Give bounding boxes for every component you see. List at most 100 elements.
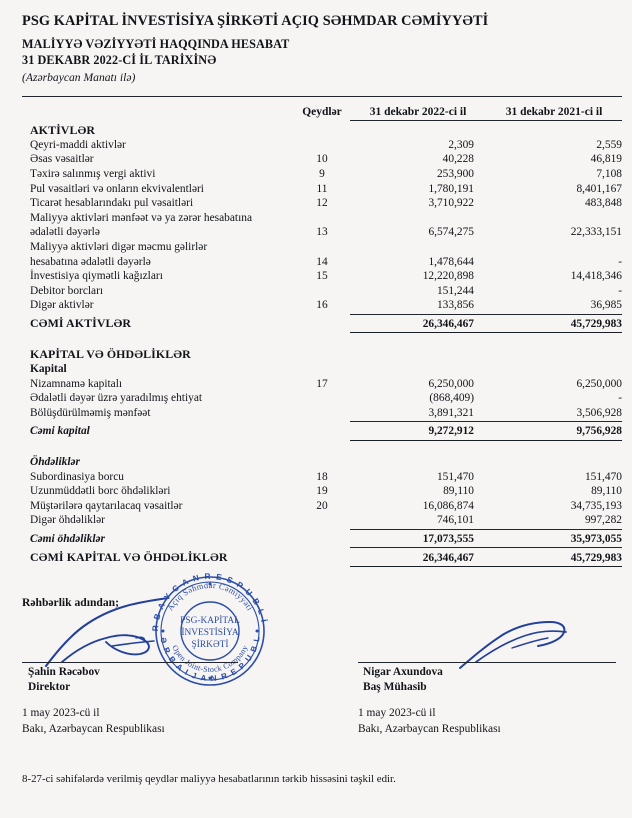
assets-heading: AKTİVLƏR	[30, 122, 96, 137]
row-value-2022: 40,228	[442, 153, 474, 166]
header-col-2022: 31 dekabr 2022-ci il	[369, 105, 467, 118]
row-label: Müştərilərə qaytarılacaq vəsaitlər	[30, 499, 183, 512]
liabilities-total-row: Cəmi öhdəliklər 17,073,555 35,973,055	[22, 531, 622, 546]
row-label: Maliyyə aktivləri mənfəət və ya zərər he…	[30, 211, 253, 224]
row-value-2021: -	[618, 392, 622, 405]
row-note: 17	[316, 377, 328, 390]
row-value-2022: 6,250,000	[428, 377, 474, 390]
liabilities-rows: Subordinasiya borcu 18 151,470 151,470 U…	[22, 468, 622, 527]
equity-heading-row: Kapital	[22, 361, 622, 376]
signatory-left: Şahin Rəcəbov Direktor	[28, 665, 100, 694]
table-row: Debitor borcları 151,244 -	[22, 283, 622, 298]
row-value-2021: 45,729,983	[570, 317, 622, 330]
row-label: Nizamnamə kapitalı	[30, 377, 123, 390]
row-value-2021: 8,401,167	[576, 182, 622, 195]
currency-note: (Azərbaycan Manatı ilə)	[22, 71, 136, 85]
table-row: Digər öhdəliklər 746,101 997,282	[22, 512, 622, 527]
assets-total-rule	[22, 330, 622, 335]
statement-date: 31 DEKABR 2022-Cİ İL TARİXİNƏ	[22, 53, 217, 68]
row-label: Ədalətli dəyər üzrə yaradılmış ehtiyat	[30, 392, 203, 405]
row-value-2022: 151,470	[436, 470, 474, 483]
row-value-2021: 997,282	[584, 514, 622, 527]
table-row: Uzunmüddətli borc öhdəlikləri 19 89,110 …	[22, 483, 622, 498]
row-value-2021: 3,506,928	[576, 406, 622, 419]
table-row: Pul vəsaitləri və onların ekvivalentləri…	[22, 180, 622, 195]
grand-total-row: CƏMİ KAPİTAL VƏ ÖHDƏLİKLƏR 26,346,467 45…	[22, 549, 622, 564]
date-place-left: 1 may 2023-cü il Bakı, Azərbaycan Respub…	[22, 705, 165, 737]
row-label: Cəmi öhdəliklər	[30, 533, 105, 546]
row-value-2022: 3,710,922	[428, 197, 474, 210]
stamp-center-line3: ŞİRKƏTİ	[192, 638, 229, 650]
liabilities-heading: Öhdəliklər	[30, 456, 80, 469]
row-label: Təxirə salınmış vergi aktivi	[30, 167, 156, 180]
header-underline	[22, 118, 622, 122]
company-stamp: A Z Ə R B A Y C A N R E S P U B L İ K A …	[148, 572, 268, 686]
company-name: PSG KAPİTAL İNVESTİSİYA ŞİRKƏTİ AÇIQ SƏH…	[22, 13, 489, 29]
header-col-2021: 31 dekabr 2021-ci il	[505, 105, 603, 118]
row-value-2022: 151,244	[436, 284, 474, 297]
liabilities-subtotal-rule	[22, 527, 622, 531]
row-label: Digər öhdəliklər	[30, 514, 105, 527]
table-row: Nizamnamə kapitalı 17 6,250,000 6,250,00…	[22, 376, 622, 391]
table-row: Müştərilərə qaytarılacaq vəsaitlər 20 16…	[22, 498, 622, 513]
row-value-2021: 35,973,055	[570, 533, 622, 546]
signatory-right-role: Baş Mühasib	[363, 680, 427, 693]
row-label: Bölüşdürülməmiş mənfəət	[30, 406, 151, 419]
row-value-2021: 46,819	[590, 153, 622, 166]
table-row: hesabatına ədalətli dəyərlə 14 1,478,644…	[22, 253, 622, 268]
row-label: hesabatına ədalətli dəyərlə	[30, 255, 151, 268]
grand-total-top-rule	[22, 545, 622, 549]
row-value-2022: 1,780,191	[428, 182, 474, 195]
row-value-2022: 746,101	[436, 514, 474, 527]
table-row: Subordinasiya borcu 18 151,470 151,470	[22, 468, 622, 483]
table-row: Qeyri-maddi aktivlər 2,309 2,559	[22, 137, 622, 152]
date-right: 1 may 2023-cü il	[358, 707, 436, 719]
table-row: İnvestisiya qiymətli kağızları 15 12,220…	[22, 268, 622, 283]
table-row: Ədalətli dəyər üzrə yaradılmış ehtiyat (…	[22, 390, 622, 405]
row-value-2022: 2,309	[448, 138, 474, 151]
liabilities-heading-row: Öhdəliklər	[22, 454, 622, 469]
row-note: 16	[316, 299, 328, 312]
row-value-2022: 26,346,467	[422, 317, 474, 330]
statement-title: MALİYYƏ VƏZİYYƏTİ HAQQINDA HESABAT	[22, 37, 290, 52]
row-value-2022: 133,856	[436, 299, 474, 312]
equity-liabilities-heading-row: KAPİTAL VƏ ÖHDƏLİKLƏR	[22, 346, 622, 361]
row-label: Uzunmüddətli borc öhdəlikləri	[30, 485, 171, 498]
signature-mark-accountant	[459, 620, 567, 669]
row-value-2022: 1,478,644	[428, 255, 474, 268]
signatory-right-name: Nigar Axundova	[363, 666, 443, 678]
row-label: Əsas vəsaitlər	[30, 153, 94, 166]
row-value-2022: 253,900	[436, 167, 474, 180]
row-label: Debitor borcları	[30, 284, 104, 297]
row-note: 19	[316, 485, 328, 498]
on-behalf-label: Rəhbərlik adından;	[22, 596, 119, 609]
row-value-2021: -	[618, 255, 622, 268]
signatory-left-name: Şahin Rəcəbov	[28, 666, 100, 678]
row-label: Subordinasiya borcu	[30, 470, 124, 483]
table-row: ədalətli dəyərlə 13 6,574,275 22,333,151	[22, 224, 622, 239]
table-header-row: Qeydlər 31 dekabr 2022-ci il 31 dekabr 2…	[22, 101, 622, 118]
row-label: Digər aktivlər	[30, 299, 94, 312]
row-value-2022: 89,110	[443, 485, 474, 498]
row-value-2021: 22,333,151	[570, 226, 622, 239]
signature-mark-director	[44, 596, 170, 668]
table-row: Bölüşdürülməmiş mənfəət 3,891,321 3,506,…	[22, 405, 622, 420]
footnote: 8-27-ci səhifələrdə verilmiş qeydlər mal…	[22, 773, 396, 785]
table-row: Təxirə salınmış vergi aktivi 9 253,900 7…	[22, 166, 622, 181]
table-row: Əsas vəsaitlər 10 40,228 46,819	[22, 151, 622, 166]
signatory-left-role: Direktor	[28, 680, 71, 693]
row-value-2021: 2,559	[596, 138, 622, 151]
row-value-2022: (868,409)	[429, 392, 474, 405]
table-row-continuation: Maliyyə aktivləri mənfəət və ya zərər he…	[22, 210, 622, 225]
date-place-right: 1 may 2023-cü il Bakı, Azərbaycan Respub…	[358, 705, 501, 737]
row-label: Ticarət hesablarındakı pul vəsaitləri	[30, 197, 194, 210]
row-label: Cəmi kapital	[30, 425, 90, 438]
row-value-2021: 7,108	[596, 167, 622, 180]
row-label: İnvestisiya qiymətli kağızları	[30, 270, 163, 283]
equity-liabilities-heading: KAPİTAL VƏ ÖHDƏLİKLƏR	[30, 347, 191, 361]
place-left: Bakı, Azərbaycan Respublikası	[22, 723, 165, 736]
row-value-2022: 12,220,898	[422, 270, 474, 283]
row-label: Pul vəsaitləri və onların ekvivalentləri	[30, 182, 204, 195]
row-note: 20	[316, 499, 328, 512]
